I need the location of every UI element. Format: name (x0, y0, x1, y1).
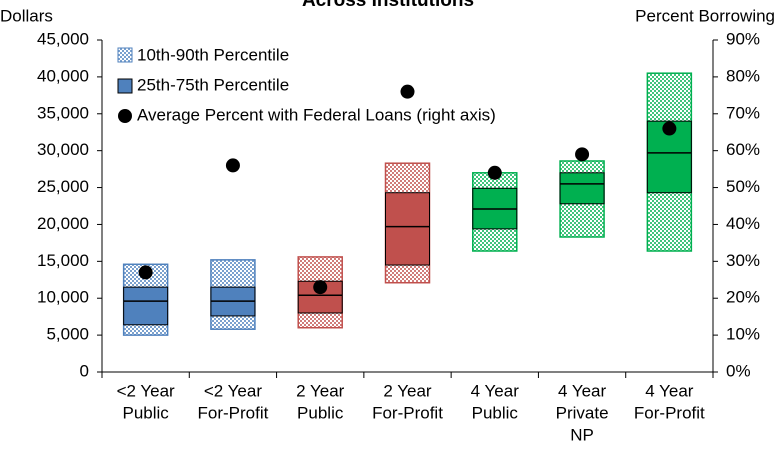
x-tick-label: Public (297, 403, 344, 422)
x-tick-label: <2 Year (204, 381, 262, 400)
y2-tick-label: 80% (726, 66, 760, 85)
y-axis-label: Dollars (0, 6, 53, 25)
y-tick-label: 0 (80, 361, 89, 380)
y2-tick-label: 40% (726, 214, 760, 233)
average-dot (575, 147, 590, 162)
x-tick-label: 4 Year (471, 381, 520, 400)
y-tick-label: 5,000 (46, 325, 89, 344)
legend-label: 25th-75th Percentile (137, 75, 289, 94)
y2-tick-label: 20% (726, 288, 760, 307)
average-dot (487, 165, 502, 180)
x-tick-label: For-Profit (634, 403, 705, 422)
y2-tick-label: 10% (726, 325, 760, 344)
x-tick-label: Private (556, 403, 609, 422)
average-dot (225, 158, 240, 173)
legend-label: 10th-90th Percentile (137, 45, 289, 64)
y-tick-label: 20,000 (37, 214, 89, 233)
y2-tick-label: 30% (726, 251, 760, 270)
range-25-75 (123, 286, 169, 326)
x-tick-label: Public (122, 403, 169, 422)
y-tick-label: 15,000 (37, 251, 89, 270)
x-tick-label: For-Profit (198, 403, 269, 422)
y-tick-label: 35,000 (37, 103, 89, 122)
average-dot (662, 121, 677, 136)
y2-tick-label: 50% (726, 177, 760, 196)
average-dot (138, 265, 153, 280)
average-dot (400, 84, 415, 99)
y-tick-label: 45,000 (37, 29, 89, 48)
y2-tick-label: 90% (726, 29, 760, 48)
x-tick-label: For-Profit (372, 403, 443, 422)
y2-tick-label: 60% (726, 140, 760, 159)
y-tick-label: 30,000 (37, 140, 89, 159)
x-tick-label: Public (472, 403, 519, 422)
x-tick-label: 4 Year (645, 381, 694, 400)
y-tick-label: 25,000 (37, 177, 89, 196)
legend-swatch (118, 109, 132, 123)
legend-swatch (117, 78, 133, 94)
x-tick-label: <2 Year (117, 381, 175, 400)
y2-tick-label: 70% (726, 103, 760, 122)
y-tick-label: 40,000 (37, 66, 89, 85)
legend-label: Average Percent with Federal Loans (righ… (137, 105, 496, 124)
x-tick-label: 2 Year (296, 381, 345, 400)
range-25-75 (559, 172, 605, 205)
x-tick-label: 4 Year (558, 381, 607, 400)
x-tick-label: 2 Year (383, 381, 432, 400)
y2-axis-label: Percent Borrowing (635, 6, 775, 25)
y2-tick-label: 0% (726, 361, 751, 380)
range-25-75 (385, 192, 430, 266)
legend-swatch (117, 47, 133, 63)
y-tick-label: 10,000 (37, 288, 89, 307)
x-tick-label: NP (570, 425, 594, 444)
average-dot (313, 280, 328, 295)
chart-title: Across Institutions (302, 0, 474, 11)
